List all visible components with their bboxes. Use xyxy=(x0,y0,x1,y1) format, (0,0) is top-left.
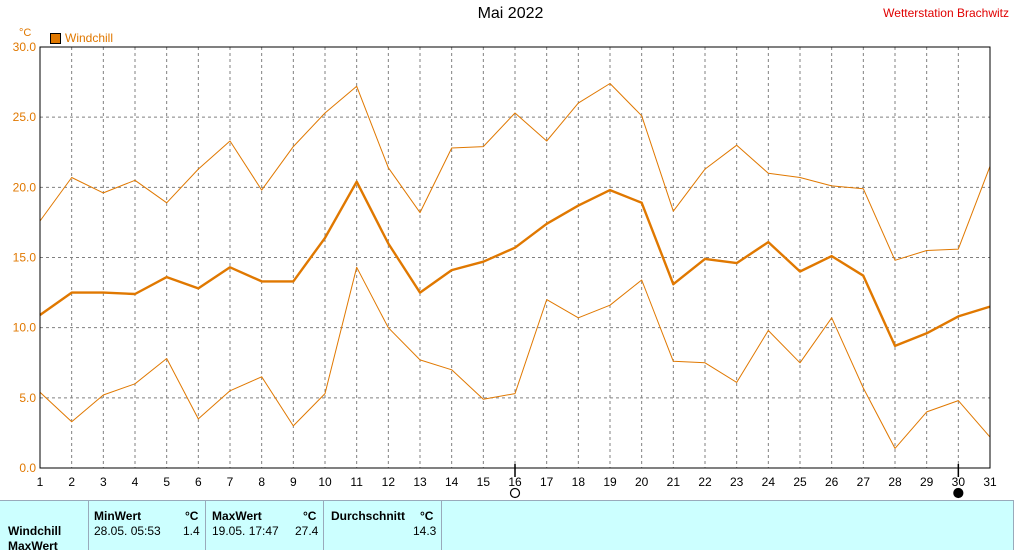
x-tick-label: 23 xyxy=(730,475,744,489)
y-tick-label: 25.0 xyxy=(13,110,37,124)
x-tick-label: 9 xyxy=(290,475,297,489)
x-axis-ticks: 1 2 3 4 5 6 7 8 9 10 11 12 13 14 15 16 17 18 19 20 21 22 23 24 2… xyxy=(37,475,997,489)
x-tick-label: 2 xyxy=(68,475,75,489)
x-tick-label: 4 xyxy=(132,475,139,489)
x-tick-label: 27 xyxy=(857,475,871,489)
station-name: Wetterstation Brachwitz xyxy=(883,6,1009,20)
x-tick-label: 18 xyxy=(572,475,586,489)
x-tick-label: 24 xyxy=(762,475,776,489)
series-line-avg xyxy=(39,180,991,348)
stats-row-label-2: MaxWert xyxy=(8,539,58,550)
min-date: 28.05. 05:53 xyxy=(94,524,161,538)
series-lines xyxy=(39,83,991,449)
stats-row-label: Windchill xyxy=(8,524,62,538)
y-tick-label: 0.0 xyxy=(19,461,36,475)
x-tick-label: 25 xyxy=(793,475,807,489)
x-tick-label: 3 xyxy=(100,475,107,489)
x-tick-label: 28 xyxy=(888,475,902,489)
avg-unit: °C xyxy=(420,509,434,523)
x-tick-label: 7 xyxy=(227,475,234,489)
x-tick-label: 5 xyxy=(163,475,170,489)
x-tick-label: 22 xyxy=(698,475,712,489)
y-tick-label: 15.0 xyxy=(13,251,37,265)
y-tick-label: 20.0 xyxy=(13,180,37,194)
x-tick-label: 17 xyxy=(540,475,554,489)
x-tick-label: 26 xyxy=(825,475,839,489)
x-tick-label: 19 xyxy=(603,475,617,489)
max-value: 27.4 xyxy=(295,524,319,538)
stats-max-col: MaxWert °C 19.05. 17:47 27.4 xyxy=(206,501,324,550)
avg-value: 14.3 xyxy=(413,524,437,538)
legend-label: Windchill xyxy=(65,31,114,45)
stats-table: Windchill MaxWert MinWert °C 28.05. 05:5… xyxy=(0,500,1014,550)
y-tick-label: 30.0 xyxy=(13,40,37,54)
x-tick-label: 30 xyxy=(952,475,966,489)
min-unit: °C xyxy=(185,509,199,523)
x-tick-label: 15 xyxy=(477,475,491,489)
min-value: 1.4 xyxy=(183,524,200,538)
max-date: 19.05. 17:47 xyxy=(212,524,279,538)
x-tick-label: 29 xyxy=(920,475,934,489)
stats-min-col: MinWert °C 28.05. 05:53 1.4 xyxy=(88,501,206,550)
grid xyxy=(40,47,990,468)
y-axis-ticks: 0.0 5.0 10.0 15.0 20.0 25.0 30.0 xyxy=(13,40,37,475)
x-tick-label: 8 xyxy=(258,475,265,489)
x-tick-label: 12 xyxy=(382,475,396,489)
min-header: MinWert xyxy=(94,509,142,523)
x-tick-label: 14 xyxy=(445,475,459,489)
series-line-min xyxy=(39,266,991,449)
max-unit: °C xyxy=(303,509,317,523)
moon-markers xyxy=(509,464,964,499)
chart-title: Mai 2022 xyxy=(477,5,544,22)
stats-avg-col: Durchschnitt °C 14.3 xyxy=(324,501,442,550)
max-header: MaxWert xyxy=(212,509,262,523)
legend-swatch xyxy=(50,32,61,44)
legend: Windchill xyxy=(50,31,113,45)
x-tick-label: 10 xyxy=(318,475,332,489)
x-tick-label: 13 xyxy=(413,475,427,489)
stats-label-col: Windchill MaxWert xyxy=(0,501,89,550)
series-line-max xyxy=(39,83,991,261)
plot-frame xyxy=(39,46,991,469)
x-tick-label: 11 xyxy=(350,475,363,489)
y-axis-unit: °C xyxy=(19,27,32,39)
x-tick-label: 31 xyxy=(983,475,997,489)
x-tick-label: 16 xyxy=(508,475,522,489)
chart-plot: 0.05.010.015.020.025.030.0 1 2 3 4 5 6 7 8 9 10 11… xyxy=(13,40,997,499)
y-tick-label: 10.0 xyxy=(13,321,37,335)
x-tick-label: 6 xyxy=(195,475,202,489)
x-tick-label: 20 xyxy=(635,475,649,489)
new-moon-icon xyxy=(953,487,964,499)
avg-header: Durchschnitt xyxy=(331,509,406,523)
y-tick-label: 5.0 xyxy=(19,391,36,405)
full-moon-icon xyxy=(509,487,521,499)
x-tick-label: 21 xyxy=(667,475,681,489)
x-tick-label: 1 xyxy=(37,475,44,489)
